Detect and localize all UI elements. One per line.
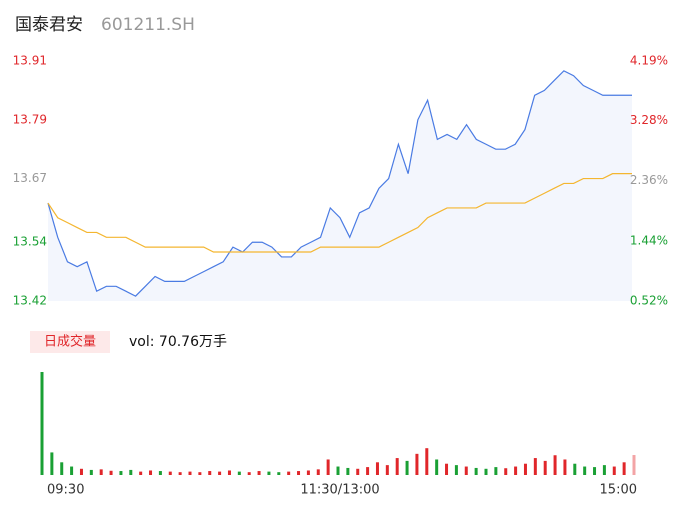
y-tick-label: 13.42: [13, 294, 47, 308]
volume-bar: [543, 460, 547, 475]
x-tick-label: 11:30/13:00: [300, 483, 379, 498]
volume-bar: [70, 466, 74, 475]
volume-bar: [573, 463, 577, 475]
volume-bar: [257, 471, 261, 475]
volume-bar: [40, 372, 44, 475]
volume-bar: [119, 471, 123, 475]
volume-bar: [208, 471, 212, 475]
volume-bar: [533, 458, 537, 475]
volume-bar: [346, 467, 350, 475]
volume-bar: [60, 462, 64, 475]
volume-bar: [218, 471, 222, 475]
volume-bar: [385, 465, 389, 475]
price-area: [48, 70, 632, 301]
y-tick-label: 13.79: [13, 112, 47, 126]
volume-bar: [622, 462, 626, 475]
volume-bar: [425, 448, 429, 475]
volume-bar: [612, 466, 616, 475]
volume-bar: [445, 463, 449, 475]
volume-bar: [375, 462, 379, 475]
volume-bar: [326, 459, 330, 475]
y2-tick-label: 0.52%: [630, 294, 668, 308]
volume-bar: [158, 471, 162, 475]
volume-bar: [593, 467, 597, 475]
volume-bar: [395, 458, 399, 475]
y-tick-label: 13.67: [13, 171, 47, 185]
volume-bar: [553, 455, 557, 475]
series-line: [47, 70, 632, 297]
volume-bar: [464, 466, 468, 475]
volume-bar: [129, 469, 133, 475]
volume-bar: [306, 470, 310, 475]
volume-bar: [405, 460, 409, 475]
volume-bar: [267, 471, 271, 475]
series-line: [47, 173, 632, 253]
volume-bar: [484, 468, 488, 475]
volume-bar: [602, 465, 606, 475]
volume-bar: [178, 472, 182, 475]
volume-bar: [563, 459, 567, 475]
volume-bar: [79, 468, 83, 475]
y2-tick-label: 2.36%: [630, 173, 668, 187]
y-tick-label: 13.54: [13, 235, 47, 249]
volume-bar: [504, 468, 508, 475]
y2-tick-label: 3.28%: [630, 113, 668, 127]
volume-bar: [109, 470, 113, 475]
legend-tag-bg: [30, 331, 110, 353]
vol-label: vol: 70.76万手: [129, 334, 227, 350]
volume-bar: [188, 471, 192, 475]
volume-bar: [435, 459, 439, 475]
volume-bar: [237, 471, 241, 475]
volume-bar: [247, 472, 251, 475]
volume-bar: [366, 467, 370, 475]
volume-bar: [514, 466, 518, 475]
stock-name: 国泰君安: [15, 15, 83, 35]
volume-bar: [583, 466, 587, 475]
volume-bar: [198, 472, 202, 475]
y2-tick-label: 4.19%: [630, 54, 668, 68]
volume-bar: [277, 472, 281, 475]
volume-bar: [287, 471, 291, 475]
volume-bar: [89, 469, 93, 475]
volume-bar: [168, 471, 172, 475]
volume-bar: [50, 452, 54, 475]
x-tick-label: 15:00: [600, 483, 637, 498]
y-tick-label: 13.91: [13, 54, 47, 68]
volume-bar: [454, 465, 458, 475]
volume-bar: [227, 470, 231, 475]
volume-bar: [336, 466, 340, 475]
volume-bar: [632, 455, 636, 475]
y2-tick-label: 1.44%: [630, 233, 668, 247]
volume-bar: [297, 471, 301, 475]
volume-bar: [99, 469, 103, 475]
volume-bar: [149, 470, 153, 475]
volume-bar: [523, 463, 527, 475]
volume-bar: [494, 467, 498, 475]
volume-bar: [139, 471, 143, 475]
x-tick-label: 09:30: [47, 483, 84, 498]
volume-bar: [356, 468, 360, 475]
volume-bar: [474, 467, 478, 475]
stock-code: 601211.SH: [101, 15, 195, 35]
legend-tag: 日成交量: [44, 334, 96, 350]
volume-bar: [415, 453, 419, 475]
volume-bar: [316, 469, 320, 475]
